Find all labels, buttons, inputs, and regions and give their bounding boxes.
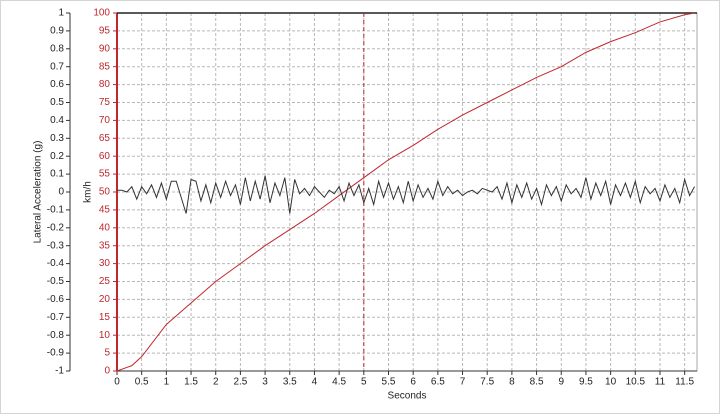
x-axis-label: Seconds xyxy=(388,391,427,402)
series-line xyxy=(117,175,695,214)
x-tick-label: 9.5 xyxy=(579,377,593,388)
y2-tick-label: 75 xyxy=(99,97,111,108)
y2-tick-label: 10 xyxy=(99,330,111,341)
y-tick-label: -0.1 xyxy=(47,205,65,216)
x-tick-label: 7 xyxy=(460,377,466,388)
y2-tick-label: 50 xyxy=(99,187,111,198)
y2-tick-label: 15 xyxy=(99,312,111,323)
y-tick-label: 0.7 xyxy=(50,61,64,72)
x-tick-label: 4 xyxy=(312,377,318,388)
y2-tick-label: 60 xyxy=(99,151,111,162)
x-tick-label: 11.5 xyxy=(675,377,694,388)
y2-tick-label: 20 xyxy=(99,294,111,305)
y-tick-label: -0.6 xyxy=(47,294,65,305)
y-tick-label: -1 xyxy=(55,366,64,377)
y-tick-label: -0.2 xyxy=(47,222,65,233)
y2-tick-label: 65 xyxy=(99,133,111,144)
y2-tick-label: 55 xyxy=(99,169,111,180)
x-tick-label: 3 xyxy=(262,377,268,388)
x-tick-label: 6.5 xyxy=(431,377,445,388)
y-tick-label: -0.5 xyxy=(47,276,65,287)
y-tick-label: 0.8 xyxy=(50,43,64,54)
y2-tick-label: 70 xyxy=(99,115,111,126)
x-tick-label: 5 xyxy=(361,377,367,388)
y-tick-label: -0.4 xyxy=(47,258,65,269)
x-tick-label: 10 xyxy=(605,377,617,388)
y-tick-label: 0.5 xyxy=(50,97,64,108)
y-axis-label: Lateral Acceleration (g) xyxy=(33,141,44,244)
y-tick-label: -0.3 xyxy=(47,240,65,251)
y2-tick-label: 90 xyxy=(99,43,111,54)
y2-tick-label: 85 xyxy=(99,61,111,72)
y-tick-label: 0.4 xyxy=(50,115,64,126)
y2-tick-label: 45 xyxy=(99,205,111,216)
y-tick-label: 0.6 xyxy=(50,79,64,90)
y2-tick-label: 40 xyxy=(99,222,111,233)
x-tick-label: 6 xyxy=(410,377,416,388)
y2-tick-label: 0 xyxy=(104,366,110,377)
x-tick-label: 11 xyxy=(655,377,666,388)
y-tick-label: 0 xyxy=(58,187,64,198)
y2-tick-label: 80 xyxy=(99,79,111,90)
y2-tick-label: 25 xyxy=(99,276,111,287)
y2-tick-label: 5 xyxy=(104,348,110,359)
x-tick-label: 0 xyxy=(114,377,120,388)
y-tick-label: 0.3 xyxy=(50,133,64,144)
y2-tick-label: 100 xyxy=(93,8,110,19)
y2-axis-label: km/h xyxy=(83,181,94,203)
x-tick-label: 8.5 xyxy=(530,377,544,388)
y-tick-label: 0.2 xyxy=(50,151,64,162)
y-tick-label: -0.7 xyxy=(47,312,65,323)
y2-tick-label: 35 xyxy=(99,240,111,251)
y2-tick-label: 95 xyxy=(99,26,111,37)
x-tick-label: 4.5 xyxy=(332,377,346,388)
x-tick-label: 2.5 xyxy=(233,377,247,388)
y-tick-label: -0.9 xyxy=(47,348,65,359)
y-tick-label: 0.1 xyxy=(50,169,64,180)
y-tick-label: 1 xyxy=(58,8,64,19)
y-tick-label: -0.8 xyxy=(47,330,65,341)
y2-tick-label: 30 xyxy=(99,258,111,269)
x-tick-label: 2 xyxy=(213,377,219,388)
x-tick-label: 0.5 xyxy=(135,377,149,388)
x-tick-label: 1.5 xyxy=(184,377,198,388)
x-tick-label: 1 xyxy=(164,377,170,388)
x-tick-label: 7.5 xyxy=(480,377,494,388)
y-tick-label: 0.9 xyxy=(50,26,64,37)
series-line xyxy=(116,12,695,372)
x-tick-label: 3.5 xyxy=(283,377,297,388)
x-tick-label: 9 xyxy=(558,377,564,388)
x-tick-label: 10.5 xyxy=(626,377,646,388)
x-tick-label: 5.5 xyxy=(382,377,396,388)
x-tick-label: 8 xyxy=(509,377,515,388)
